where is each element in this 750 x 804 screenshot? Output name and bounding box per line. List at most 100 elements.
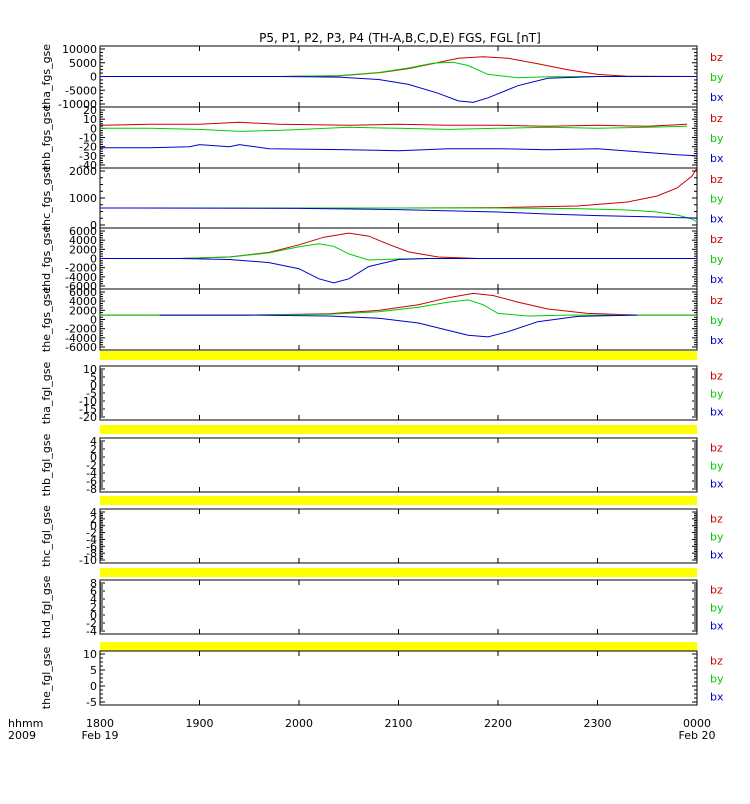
series-bx	[100, 144, 698, 157]
y-tick-label: 0	[90, 379, 97, 392]
y-tick-label: -5	[86, 696, 97, 709]
y-tick-label: -2000	[65, 262, 97, 275]
x-tick-label: 2200	[484, 717, 512, 730]
legend-by: by	[710, 193, 724, 206]
y-tick-label: 10	[83, 113, 97, 126]
y-tick-label: -4	[86, 533, 97, 546]
legend-bz: bz	[710, 294, 723, 307]
y-tick-label: 0	[90, 609, 97, 622]
legend-by: by	[710, 460, 724, 473]
y-tick-label: -6000	[65, 280, 97, 293]
y-tick-label: 6000	[69, 286, 97, 299]
y-axis-label: thb_fgl_gse	[40, 433, 53, 496]
series-by	[100, 299, 697, 317]
y-tick-label: -2	[86, 527, 97, 540]
fill-band-1	[100, 351, 697, 360]
legend-by: by	[710, 388, 724, 401]
y-tick-label: 0	[90, 253, 97, 266]
series-by	[100, 125, 688, 132]
panel-frame	[99, 106, 698, 169]
y-tick-label: 4000	[69, 234, 97, 247]
legend-bx: bx	[710, 690, 724, 703]
legend-by: by	[710, 531, 724, 544]
y-tick-label: -40	[79, 159, 97, 172]
y-tick-label: 0	[90, 219, 97, 232]
fill-band-5	[100, 642, 697, 651]
y-tick-label: -30	[79, 150, 97, 163]
y-tick-label: -6	[86, 540, 97, 553]
panel-frame	[99, 579, 698, 635]
time-axis-label-bottom: 2009	[8, 729, 36, 742]
y-tick-label: 6	[90, 585, 97, 598]
y-tick-label: -8	[86, 483, 97, 496]
y-tick-label: 0	[90, 680, 97, 693]
y-tick-label: 20	[83, 104, 97, 117]
y-tick-label: -2000	[65, 323, 97, 336]
legend-bx: bx	[710, 273, 724, 286]
y-tick-label: 0	[90, 71, 97, 84]
x-tick-label: 1900	[186, 717, 214, 730]
x-date-label: Feb 19	[82, 729, 119, 742]
time-axis-label-top: hhmm	[8, 717, 43, 730]
y-tick-label: 6000	[69, 225, 97, 238]
legend-bz: bz	[710, 655, 723, 668]
x-tick-label: 2100	[385, 717, 413, 730]
panel-frame	[99, 650, 698, 706]
y-tick-label: -2	[86, 617, 97, 630]
x-tick-label: 2300	[584, 717, 612, 730]
fill-band-4	[100, 568, 697, 577]
y-tick-label: -10	[79, 395, 97, 408]
y-tick-label: -5	[86, 387, 97, 400]
series-bx	[99, 207, 698, 219]
x-tick-label: 0000	[683, 717, 711, 730]
legend-by: by	[710, 132, 724, 145]
y-axis-label: thd_fgl_gse	[40, 575, 53, 638]
legend-bz: bz	[710, 513, 723, 526]
chart-title: P5, P1, P2, P3, P4 (TH-A,B,C,D,E) FGS, F…	[259, 31, 541, 45]
y-tick-label: 4000	[69, 295, 97, 308]
legend-bx: bx	[710, 152, 724, 165]
legend-bz: bz	[710, 233, 723, 246]
y-tick-label: -2	[86, 459, 97, 472]
y-tick-label: 4	[90, 506, 97, 519]
panel-frame	[99, 288, 698, 351]
y-tick-label: -15	[79, 403, 97, 416]
y-axis-label: thc_fgs_gse	[40, 166, 53, 231]
y-tick-label: -8	[86, 547, 97, 560]
y-axis-label: the_fgs_gse	[40, 287, 53, 352]
y-tick-label: 0	[90, 451, 97, 464]
legend-bx: bx	[710, 212, 724, 225]
y-tick-label: -20	[79, 411, 97, 424]
legend-bz: bz	[710, 442, 723, 455]
panel-frame	[99, 508, 698, 564]
y-tick-label: 5	[90, 371, 97, 384]
y-tick-label: -6	[86, 475, 97, 488]
y-tick-label: 0	[90, 314, 97, 327]
y-axis-label: thd_fgs_gse	[40, 226, 53, 292]
legend-bx: bx	[710, 405, 724, 418]
legend-bz: bz	[710, 173, 723, 186]
y-tick-label: -5000	[65, 84, 97, 97]
y-tick-label: 10000	[62, 43, 97, 56]
y-tick-label: 4	[90, 593, 97, 606]
fill-band-3	[100, 496, 697, 505]
y-axis-label: tha_fgl_gse	[40, 362, 53, 425]
y-axis-label: the_fgl_gse	[40, 647, 53, 710]
panel-the_fgl_gse: 10 5 0 -5 the_fgl_gse bz by bx	[40, 647, 724, 710]
x-tick-label: 1800	[86, 717, 114, 730]
series-by	[100, 61, 697, 79]
series-bx	[100, 258, 697, 284]
y-tick-label: 1000	[69, 192, 97, 205]
time-axis: hhmm 2009 1800 1900 2000 2100 2200 2300 0000Fe…	[8, 717, 715, 742]
legend-bx: bx	[710, 91, 724, 104]
y-tick-label: 2	[90, 601, 97, 614]
y-tick-label: 0	[90, 122, 97, 135]
legend-bx: bx	[710, 334, 724, 347]
series-bx	[159, 314, 638, 338]
y-tick-label: -4000	[65, 271, 97, 284]
panel-frame	[99, 167, 698, 229]
series-bx	[100, 76, 697, 103]
